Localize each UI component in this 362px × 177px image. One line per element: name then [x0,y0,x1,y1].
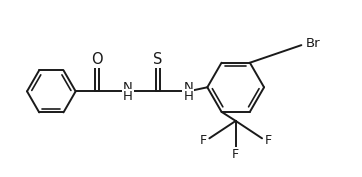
Text: S: S [153,52,163,67]
Text: Br: Br [306,37,321,50]
Text: N: N [184,81,193,94]
Text: H: H [184,90,193,103]
Text: N: N [123,81,132,94]
Text: F: F [199,134,206,147]
Text: H: H [123,90,132,103]
Text: F: F [232,148,239,161]
Text: O: O [91,52,102,67]
Text: F: F [265,134,272,147]
